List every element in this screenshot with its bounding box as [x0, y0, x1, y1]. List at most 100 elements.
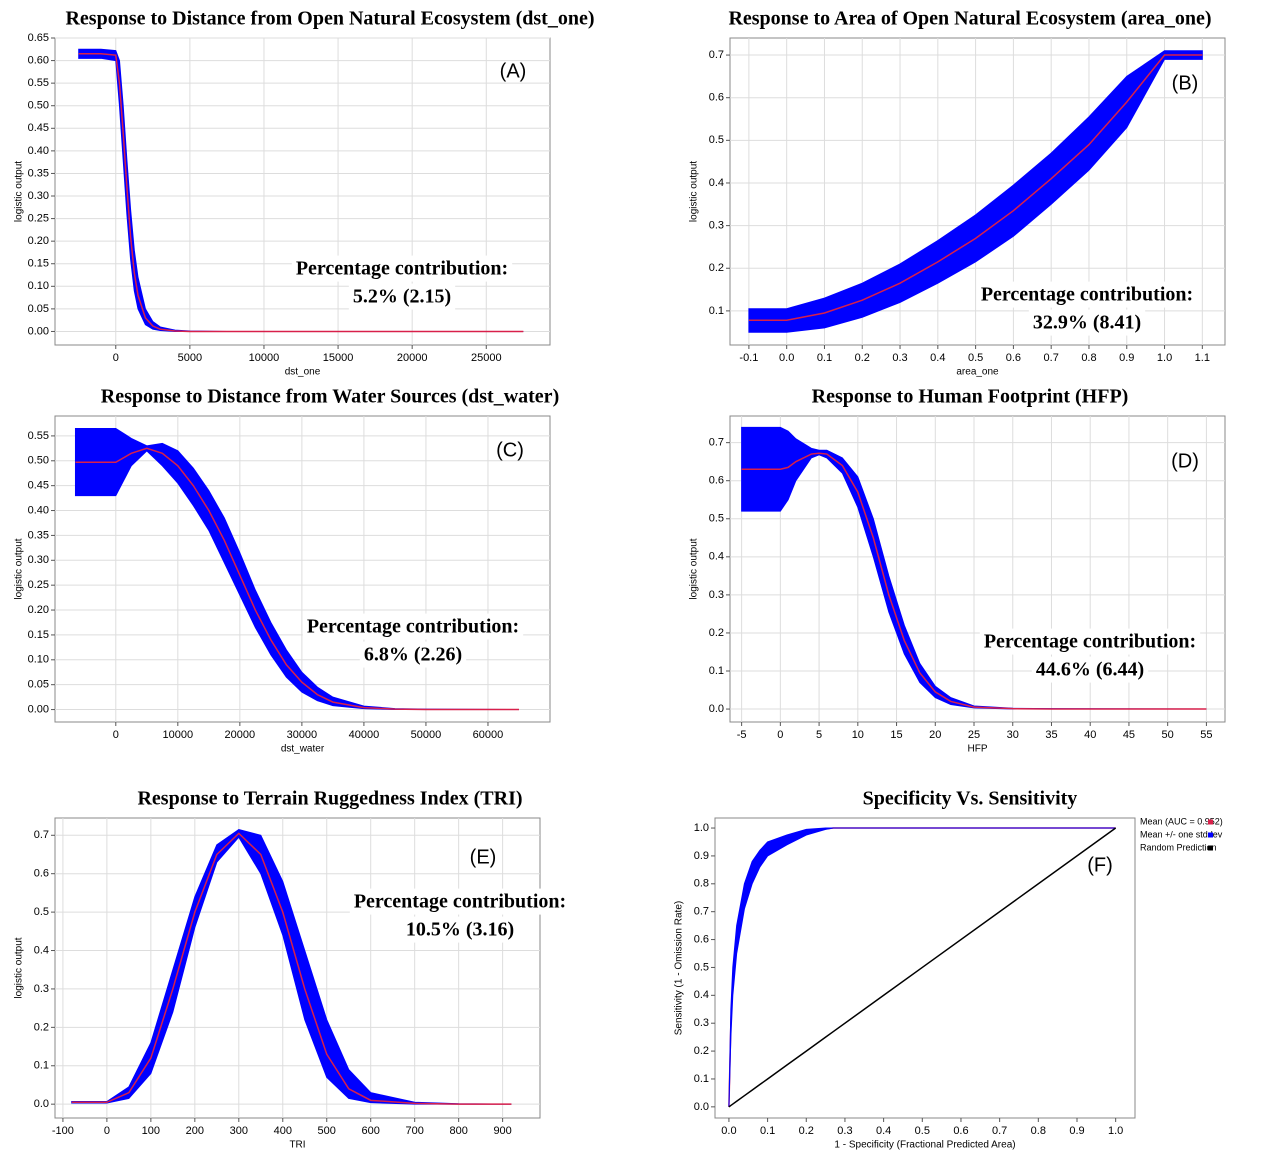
annotation-bg: [1031, 656, 1149, 683]
x-tick-label: 0.2: [799, 1125, 814, 1137]
x-axis-label: TRI: [289, 1140, 305, 1151]
y-tick-label: 0.55: [28, 430, 49, 442]
y-tick-label: 0.65: [28, 32, 49, 44]
x-tick-label: 800: [449, 1125, 467, 1137]
annotation-bg: [401, 916, 519, 943]
legend-swatch: [1208, 819, 1213, 825]
y-tick-label: 0.45: [28, 122, 49, 134]
y-tick-label: 0.30: [28, 190, 49, 202]
x-tick-label: 0.3: [837, 1125, 852, 1137]
y-tick-label: 0.35: [28, 529, 49, 541]
y-tick-label: 0.2: [694, 1045, 709, 1057]
x-tick-label: 0.9: [1069, 1125, 1084, 1137]
y-axis-label: logistic output: [14, 538, 25, 599]
y-tick-label: 0.35: [28, 167, 49, 179]
annotation: 44.6% (6.44): [1036, 659, 1144, 681]
y-tick-label: 0.1: [694, 1073, 709, 1085]
x-tick-label: 0.4: [930, 352, 945, 364]
y-tick-label: 0.10: [28, 654, 49, 666]
y-tick-label: 0.3: [709, 220, 724, 232]
y-tick-label: 0.2: [709, 262, 724, 274]
y-tick-label: 0.4: [709, 177, 724, 189]
chart-title: Response to Area of Open Natural Ecosyst…: [728, 8, 1211, 30]
y-tick-label: 0.40: [28, 145, 49, 157]
y-tick-label: 0.5: [709, 134, 724, 146]
annotation-bg: [359, 641, 467, 668]
x-tick-label: 25: [968, 729, 980, 741]
x-tick-label: 0: [104, 1125, 110, 1137]
x-tick-label: 0.1: [760, 1125, 775, 1137]
y-axis-label: logistic output: [689, 538, 700, 599]
y-tick-label: 0.25: [28, 579, 49, 591]
y-tick-label: 0.4: [34, 944, 49, 956]
panel-label: (B): [1172, 72, 1199, 94]
x-axis-label: dst_one: [285, 367, 321, 378]
x-tick-label: 1.1: [1195, 352, 1210, 364]
y-tick-label: 1.0: [694, 822, 709, 834]
y-tick-label: 0.3: [694, 1017, 709, 1029]
y-tick-label: 0.25: [28, 212, 49, 224]
y-axis-label: logistic output: [14, 161, 25, 222]
x-tick-label: 0.6: [953, 1125, 968, 1137]
legend-label: Mean +/- one stddev: [1140, 829, 1223, 839]
x-tick-label: 40000: [349, 729, 380, 741]
y-tick-label: 0.1: [709, 305, 724, 317]
y-tick-label: 0.8: [694, 878, 709, 890]
chart-title: Response to Distance from Open Natural E…: [65, 8, 594, 30]
x-tick-label: -5: [737, 729, 747, 741]
y-tick-label: 0.5: [694, 961, 709, 973]
x-tick-label: 15: [890, 729, 902, 741]
x-tick-label: 40: [1084, 729, 1096, 741]
y-tick-label: 0.4: [709, 551, 724, 563]
line: [728, 827, 1117, 1108]
line: [748, 54, 1203, 322]
annotation-bg: [291, 255, 513, 282]
annotation: 10.5% (3.16): [406, 919, 514, 941]
x-tick-label: 30: [1007, 729, 1019, 741]
x-tick-label: 0.4: [876, 1125, 891, 1137]
x-tick-label: 600: [362, 1125, 380, 1137]
y-tick-label: 0.3: [34, 983, 49, 995]
legend-label: Random Prediction: [1140, 842, 1217, 852]
y-tick-label: 0.5: [709, 513, 724, 525]
y-tick-label: 0.55: [28, 77, 49, 89]
legend-swatch: [1208, 832, 1213, 838]
x-tick-label: 0.2: [855, 352, 870, 364]
y-tick-label: 0.6: [709, 92, 724, 104]
panel-label: (A): [500, 60, 527, 82]
legend-swatch: [1208, 845, 1213, 851]
y-tick-label: 0.0: [709, 703, 724, 715]
line: [741, 452, 1207, 710]
band: [728, 827, 1116, 1107]
annotation: Percentage contribution:: [307, 616, 519, 638]
y-tick-label: 0.00: [28, 325, 49, 337]
annotation-bg: [349, 888, 571, 915]
x-tick-label: 0.7: [1044, 352, 1059, 364]
y-tick-label: 0.50: [28, 455, 49, 467]
line: [71, 832, 512, 1105]
y-tick-label: 0.2: [709, 627, 724, 639]
annotation: 32.9% (8.41): [1033, 312, 1141, 334]
y-tick-label: 0.6: [709, 475, 724, 487]
y-tick-label: 0.5: [34, 906, 49, 918]
x-tick-label: 0.6: [1006, 352, 1021, 364]
x-tick-label: 20: [929, 729, 941, 741]
annotation: 5.2% (2.15): [353, 286, 451, 308]
y-tick-label: 0.60: [28, 54, 49, 66]
annotation-bg: [1028, 309, 1146, 336]
x-tick-label: 0.0: [779, 352, 794, 364]
y-axis-label: Sensitivity (1 - Omission Rate): [674, 901, 685, 1035]
annotation: Percentage contribution:: [981, 284, 1193, 306]
x-tick-label: 500: [318, 1125, 336, 1137]
x-axis-label: area_one: [956, 367, 999, 378]
band: [748, 50, 1203, 333]
y-tick-label: 0.1: [709, 665, 724, 677]
y-tick-label: 0.7: [694, 906, 709, 918]
x-tick-label: 0.5: [915, 1125, 930, 1137]
y-tick-label: 0.4: [694, 989, 709, 1001]
x-tick-label: 0.9: [1119, 352, 1134, 364]
x-tick-label: 50: [1162, 729, 1174, 741]
annotation-bg: [979, 628, 1201, 655]
annotation: Percentage contribution:: [984, 631, 1196, 653]
x-tick-label: 55: [1200, 729, 1212, 741]
